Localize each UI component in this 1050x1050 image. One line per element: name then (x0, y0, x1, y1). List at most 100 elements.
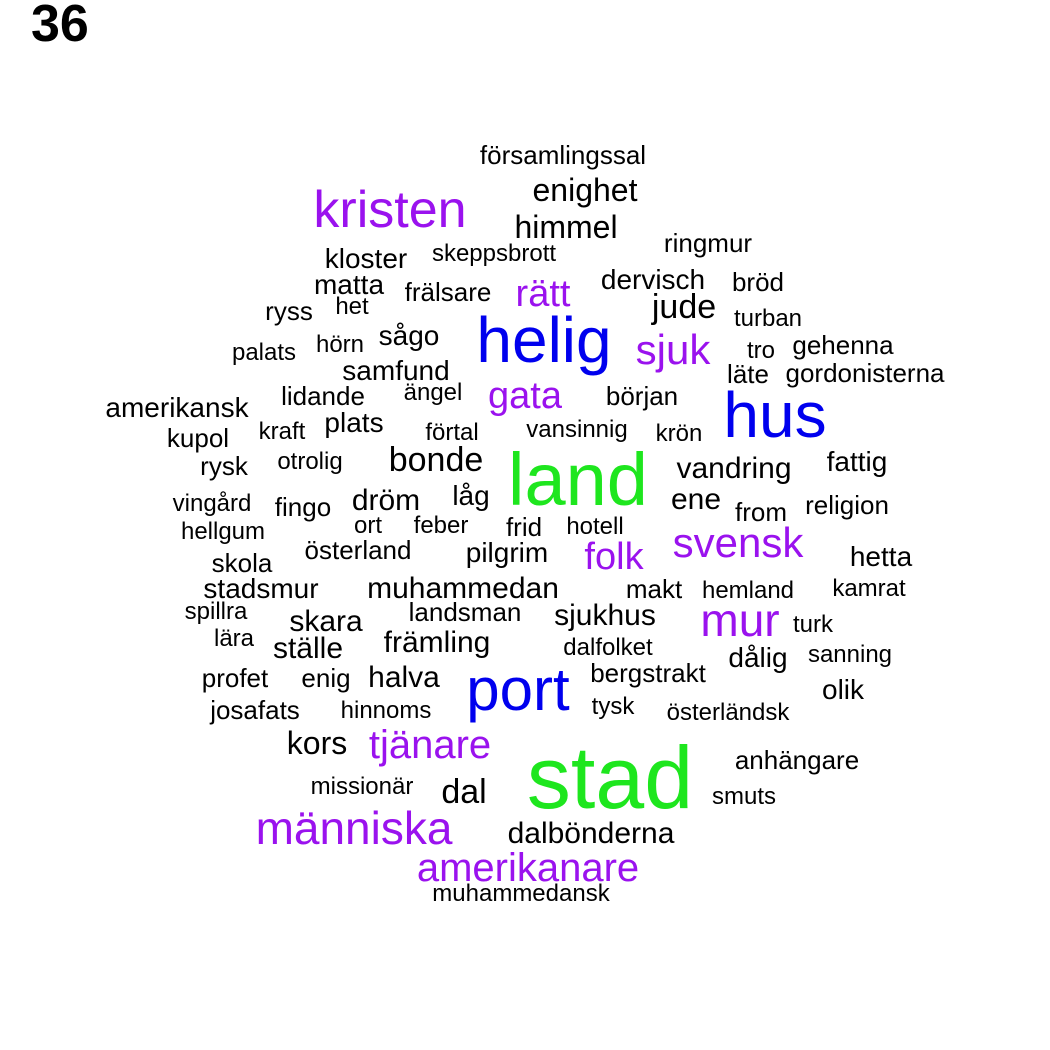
word-folk: folk (584, 536, 644, 578)
word-sjuk: sjuk (635, 326, 711, 373)
word-stad: stad (526, 728, 694, 827)
word-lidande: lidande (281, 381, 365, 411)
word-enig: enig (301, 663, 351, 693)
word-plats: plats (324, 407, 384, 438)
word-land: land (508, 438, 648, 521)
word-dröm: dröm (351, 484, 421, 517)
word-svensk: svensk (672, 519, 804, 566)
word-låg: låg (452, 480, 490, 511)
word-kraft: kraft (258, 418, 306, 445)
word-het: het (335, 293, 369, 320)
word-vingård: vingård (172, 490, 252, 517)
word-sågo: sågo (378, 320, 440, 351)
word-spillra: spillra (184, 598, 248, 625)
word-kupol: kupol (166, 423, 230, 453)
word-ringmur: ringmur (663, 228, 753, 258)
word-förtal: förtal (425, 419, 479, 446)
word-missionär: missionär (310, 773, 414, 800)
word-vansinnig: vansinnig (526, 416, 628, 443)
word-hemland: hemland (701, 577, 795, 604)
word-lära: lära (213, 625, 255, 652)
word-hörn: hörn (315, 331, 365, 358)
word-port: port (466, 656, 570, 723)
word-början: början (605, 381, 679, 411)
word-feber: feber (413, 512, 469, 539)
word-helig: helig (476, 304, 612, 376)
word-kors: kors (286, 725, 348, 761)
word-fattig: fattig (826, 446, 888, 477)
word-hotell: hotell (566, 513, 624, 540)
word-rätt: rätt (515, 273, 571, 315)
cloud-number: 36 (31, 0, 89, 53)
word-amerikanare: amerikanare (416, 846, 640, 890)
word-hetta: hetta (849, 541, 913, 572)
word-fingo: fingo (274, 492, 332, 522)
word-ene: ene (670, 483, 722, 516)
word-enighet: enighet (532, 172, 638, 208)
word-profet: profet (201, 663, 269, 693)
word-hus: hus (723, 379, 827, 451)
word-pilgrim: pilgrim (465, 537, 549, 568)
word-dalbönderna: dalbönderna (507, 817, 675, 850)
word-muhammedan: muhammedan (367, 572, 559, 605)
word-landsman: landsman (408, 597, 522, 627)
word-from: from (735, 497, 787, 527)
word-stadsmur: stadsmur (203, 573, 319, 604)
word-läte: läte (727, 359, 769, 389)
word-bergstrakt: bergstrakt (590, 658, 706, 688)
word-främling: främling (383, 626, 491, 659)
word-samfund: samfund (342, 355, 450, 386)
word-krön: krön (655, 420, 703, 447)
word-kamrat: kamrat (832, 575, 906, 602)
word-otrolig: otrolig (277, 448, 343, 475)
word-smuts: smuts (711, 783, 777, 810)
word-frid: frid (505, 512, 543, 542)
word-hellgum: hellgum (180, 518, 266, 545)
word-ställe: ställe (272, 632, 344, 665)
word-gordonisterna: gordonisterna (785, 358, 945, 388)
word-dervisch: dervisch (600, 264, 706, 295)
word-ryss: ryss (265, 296, 313, 326)
word-olik: olik (821, 674, 865, 705)
word-gehenna: gehenna (792, 330, 894, 360)
word-jude: jude (651, 288, 717, 326)
word-dal: dal (441, 773, 487, 811)
word-österland: österland (304, 535, 412, 565)
word-mur: mur (700, 594, 780, 646)
word-församlingssal: församlingssal (479, 140, 647, 170)
word-skola: skola (211, 548, 273, 578)
word-dålig: dålig (728, 642, 788, 673)
word-turk: turk (792, 611, 834, 638)
word-vandring: vandring (676, 452, 792, 485)
word-anhängare: anhängare (734, 745, 860, 775)
word-tro: tro (746, 337, 776, 364)
word-amerikansk: amerikansk (105, 392, 249, 423)
word-österländsk: österländsk (666, 699, 790, 726)
word-ort: ort (353, 512, 383, 539)
word-bonde: bonde (388, 441, 484, 479)
word-palats: palats (231, 339, 297, 366)
word-religion: religion (805, 490, 889, 520)
word-dalfolket: dalfolket (563, 634, 653, 661)
word-sjukhus: sjukhus (554, 599, 656, 632)
word-halva: halva (368, 661, 440, 694)
word-ängel: ängel (403, 379, 463, 406)
word-människa: människa (255, 802, 453, 854)
word-himmel: himmel (514, 209, 618, 245)
word-matta: matta (313, 269, 385, 300)
word-turban: turban (733, 305, 803, 332)
word-hinnoms: hinnoms (340, 697, 432, 724)
word-frälsare: frälsare (404, 277, 492, 307)
word-muhammedansk: muhammedansk (432, 880, 610, 907)
word-kloster: kloster (324, 243, 408, 274)
word-skara: skara (289, 605, 363, 638)
word-tysk: tysk (591, 693, 635, 720)
word-bröd: bröd (731, 267, 785, 297)
word-josafats: josafats (210, 695, 300, 725)
word-gata: gata (488, 375, 562, 417)
word-tjänare: tjänare (368, 723, 492, 767)
word-rysk: rysk (200, 451, 248, 481)
word-kristen: kristen (313, 181, 467, 239)
word-sanning: sanning (807, 641, 893, 668)
